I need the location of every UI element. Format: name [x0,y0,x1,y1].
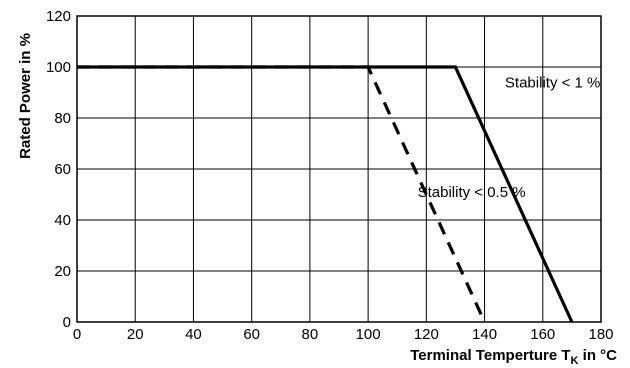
x-axis-title-subscript: K [571,355,579,367]
x-tick-label: 140 [472,326,497,343]
y-tick-labels: 0 20 40 60 80 100 120 [46,8,71,331]
chart-annotations: Stability < 1 % Stability < 0.5 % [418,74,601,201]
stability-annotation: Stability < 0.5 % [418,184,526,201]
x-axis-title: Terminal Temperture TK in °C [410,347,617,367]
chart-grid [76,15,602,323]
x-axis-title-main: Terminal Temperture T [410,347,570,364]
stability-annotation: Stability < 1 % [505,74,600,91]
x-tick-label: 100 [356,326,381,343]
y-tick-label: 40 [54,212,71,229]
x-tick-label: 180 [588,326,613,343]
y-tick-label: 120 [46,8,71,25]
dashed-derating-line [77,65,487,323]
y-tick-label: 20 [54,263,71,280]
solid-derating-line [77,65,574,323]
plot-frame [76,15,602,323]
x-tick-label: 40 [185,326,202,343]
x-axis-title-suffix: in °C [579,347,618,364]
y-tick-label: 60 [54,161,71,178]
x-tick-labels: 0 20 40 60 80 100 120 140 160 180 [73,326,614,343]
y-tick-label: 100 [46,59,71,76]
x-tick-label: 160 [530,326,555,343]
y-tick-label: 0 [63,314,71,331]
y-tick-label: 80 [54,110,71,127]
x-tick-label: 20 [127,326,144,343]
y-axis-title: Rated Power in % [17,33,34,159]
x-tick-label: 0 [73,326,81,343]
x-tick-label: 60 [243,326,260,343]
x-tick-label: 80 [302,326,319,343]
chart-series [77,65,574,323]
x-tick-label: 120 [414,326,439,343]
